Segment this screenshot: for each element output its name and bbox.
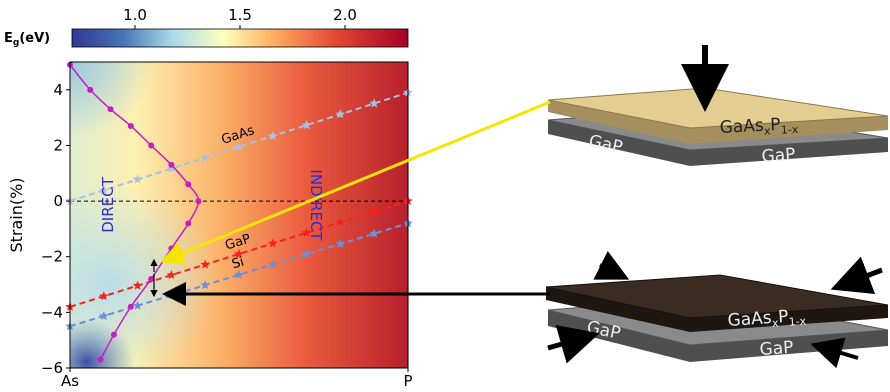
direct-label: DIRECT	[99, 176, 117, 232]
series-marker	[301, 249, 312, 259]
x-tick-label: P	[403, 372, 412, 388]
boundary-marker	[97, 356, 104, 363]
series-marker	[132, 174, 143, 184]
series-marker	[335, 238, 346, 248]
bottom-schematic: GaAsxP1-x GaP GaP	[545, 250, 889, 369]
y-tick-label: 0	[53, 192, 63, 210]
colorbar-tick-label: 1.0	[123, 6, 147, 24]
colorbar-label: Eg(eV)	[4, 31, 50, 48]
plot-area	[65, 61, 413, 363]
compress-arrow	[810, 337, 859, 369]
y-tick-label: −4	[41, 303, 63, 321]
boundary-marker	[107, 106, 114, 113]
colorbar-tick-label: 1.5	[228, 6, 252, 24]
series-marker	[200, 280, 210, 290]
top-schematic: GaAsxP1-x GaP GaP	[547, 45, 889, 167]
series-marker	[335, 217, 346, 227]
y-tick-label: 2	[53, 136, 63, 154]
colorbar-tick-label: 2.0	[333, 6, 357, 24]
plot-frame	[69, 61, 409, 369]
series-marker	[99, 311, 109, 320]
boundary-marker	[185, 220, 192, 227]
series-marker	[268, 259, 278, 269]
boundary-marker	[185, 181, 192, 188]
series-marker	[234, 269, 244, 279]
series-marker	[268, 131, 278, 140]
colorbar	[71, 28, 409, 48]
y-tick-label: 4	[53, 81, 63, 99]
series-marker	[166, 270, 177, 280]
series-marker	[301, 227, 312, 237]
series-marker	[99, 291, 109, 301]
series-line	[69, 91, 409, 203]
series-marker	[166, 163, 177, 173]
series-marker	[234, 141, 244, 151]
boundary-marker	[168, 161, 175, 168]
boundary-marker	[168, 245, 175, 252]
series-marker	[200, 152, 210, 162]
boundary-marker	[127, 303, 134, 310]
film-label: GaAsxP1-x	[727, 306, 807, 333]
x-tick-label: As	[61, 372, 79, 388]
compress-arrow	[547, 325, 600, 364]
series-marker	[301, 120, 312, 130]
substrate-label: GaP	[761, 145, 796, 167]
series-marker	[200, 259, 210, 269]
compress-arrow	[593, 250, 630, 280]
series-line	[69, 200, 409, 308]
connector-arrow	[160, 100, 551, 265]
series-line	[69, 222, 409, 328]
boundary-marker	[110, 331, 117, 338]
heatmap	[70, 62, 408, 368]
boundary-marker	[195, 198, 202, 205]
film-label: GaAsxP1-x	[719, 114, 799, 140]
series-label: GaP	[223, 232, 252, 254]
series-marker	[369, 98, 379, 108]
series-marker	[369, 228, 379, 238]
series-marker	[369, 206, 379, 216]
series-marker	[132, 280, 143, 290]
boundary-marker	[87, 86, 94, 93]
compress-arrow	[830, 256, 883, 295]
series-marker	[99, 185, 109, 195]
y-tick-label: −2	[41, 248, 63, 266]
boundary-marker	[127, 122, 134, 129]
boundary-marker	[148, 275, 155, 282]
series-marker	[234, 248, 244, 258]
series-marker	[268, 238, 278, 248]
substrate-label: GaP	[759, 338, 794, 360]
series-marker	[132, 300, 143, 310]
boundary-marker	[148, 142, 155, 149]
indirect-label: INDIRECT	[307, 169, 325, 241]
series-label: Si	[230, 255, 246, 273]
y-tick-label: −6	[41, 359, 63, 377]
series-marker	[335, 109, 346, 119]
y-axis-label: Strain(%)	[7, 177, 26, 252]
